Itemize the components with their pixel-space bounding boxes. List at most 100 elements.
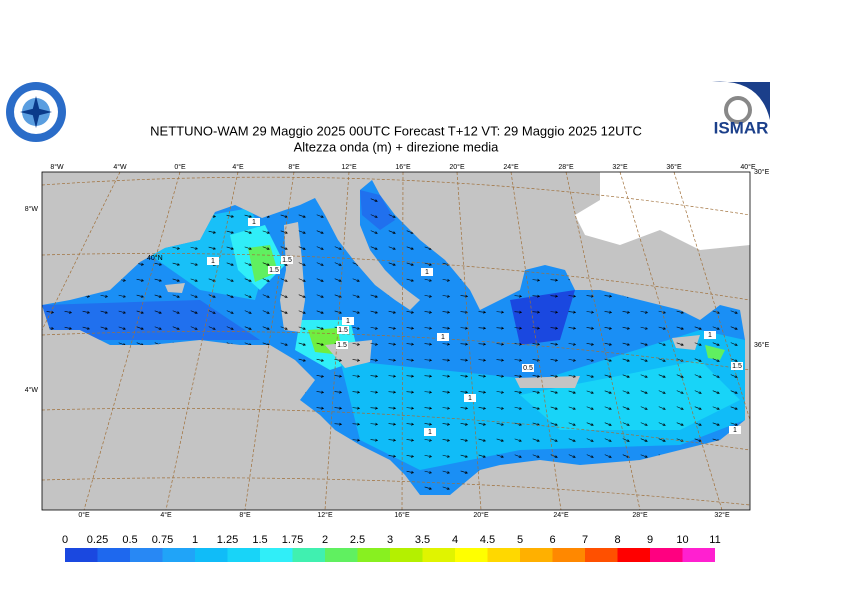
- arrow: [658, 326, 666, 330]
- arrow-shaft: [388, 391, 396, 393]
- contour-label: 1.5: [337, 342, 347, 349]
- arrow: [730, 374, 738, 378]
- arrow-head: [519, 342, 523, 346]
- arrow-shaft: [550, 295, 558, 297]
- arrow: [136, 278, 145, 282]
- arrow-shaft: [478, 375, 486, 377]
- arrow: [334, 310, 342, 314]
- arrow: [640, 422, 648, 426]
- colorbar-label: 10: [676, 534, 688, 546]
- arrow-head: [320, 327, 324, 330]
- arrow-head: [447, 406, 451, 410]
- arrow: [604, 438, 612, 442]
- arrow-head: [392, 263, 396, 266]
- arrow-head: [393, 342, 397, 346]
- arrow: [568, 438, 576, 442]
- arrow-head: [626, 375, 630, 378]
- lon-label: 16°E: [394, 511, 410, 519]
- arrow-head: [572, 407, 576, 410]
- arrow-shaft: [172, 310, 180, 314]
- arrow-head: [374, 342, 379, 346]
- arrow: [100, 326, 108, 330]
- arrow: [478, 454, 486, 458]
- arrow: [640, 390, 648, 394]
- arrow-head: [122, 278, 127, 282]
- arrow-head: [464, 471, 468, 474]
- arrow: [208, 246, 216, 250]
- island: [672, 335, 700, 350]
- colorbar-swatch: [682, 548, 715, 562]
- arrow: [82, 310, 91, 314]
- arrow: [154, 326, 162, 330]
- contour-label-bg: [248, 218, 260, 226]
- arrow-shaft: [190, 326, 198, 330]
- arrow: [280, 246, 288, 250]
- arrow-head: [158, 262, 163, 266]
- arrow-shaft: [190, 310, 198, 314]
- arrow-shaft: [154, 278, 162, 282]
- arrow-shaft: [442, 486, 450, 490]
- arrow: [622, 438, 630, 442]
- contour-label-bg: [424, 428, 436, 436]
- arrow-shaft: [586, 422, 594, 426]
- arrow-head: [680, 310, 684, 314]
- arrow-head: [554, 455, 558, 458]
- arrow-shaft: [532, 454, 540, 458]
- arrow: [676, 406, 684, 410]
- arrow-head: [411, 406, 415, 410]
- arrow-shaft: [262, 278, 270, 282]
- arrow-shaft: [334, 278, 342, 282]
- arrow-head: [447, 358, 451, 362]
- arrow: [460, 438, 469, 442]
- arrow: [370, 358, 379, 362]
- arrow: [424, 422, 433, 426]
- arrow-head: [320, 231, 324, 234]
- arrow-shaft: [298, 230, 306, 234]
- arrow: [370, 310, 378, 314]
- arrow: [190, 310, 198, 314]
- arrow-head: [86, 326, 90, 330]
- arrow-shaft: [640, 326, 648, 330]
- arrow: [370, 406, 379, 410]
- colorbar-label: 3.5: [415, 534, 430, 546]
- arrow-shaft: [442, 423, 450, 425]
- arrow: [370, 422, 379, 426]
- arrow: [514, 438, 522, 442]
- lon-label: 4°W: [113, 163, 127, 171]
- arrow-head: [644, 407, 648, 410]
- arrow: [388, 374, 397, 378]
- arrow-shaft: [712, 406, 720, 410]
- arrow-head: [194, 279, 198, 282]
- arrow-head: [536, 455, 540, 458]
- lon-label: 12°E: [317, 511, 333, 519]
- arrow-shaft: [352, 294, 360, 298]
- arrow-shaft: [514, 390, 522, 394]
- contour-label-bg: [281, 256, 293, 264]
- arrow-head: [50, 310, 55, 314]
- colorbar-label: 1.75: [282, 534, 303, 546]
- arrow-shaft: [712, 374, 720, 378]
- lon-label: 8°W: [50, 163, 64, 171]
- arrow-head: [338, 374, 343, 378]
- arrow: [478, 310, 487, 314]
- arrow-shaft: [226, 278, 234, 282]
- colorbar-label: 2: [322, 534, 328, 546]
- arrow-shaft: [298, 326, 306, 330]
- arrow-shaft: [658, 438, 666, 442]
- arrow: [370, 246, 378, 250]
- arrow-shaft: [532, 311, 540, 313]
- arrow-shaft: [424, 359, 432, 361]
- arrow-shaft: [550, 406, 558, 410]
- arrow-head: [302, 343, 306, 346]
- arrow: [388, 246, 396, 250]
- arrow-shaft: [316, 262, 324, 266]
- arrow-head: [518, 390, 523, 394]
- arrow-shaft: [478, 391, 486, 393]
- arrow-head: [644, 343, 648, 346]
- contour-label: 1: [428, 429, 432, 436]
- arrow: [496, 422, 504, 426]
- arrow-head: [284, 311, 288, 314]
- arrow-head: [410, 470, 415, 474]
- arrow-head: [572, 358, 577, 362]
